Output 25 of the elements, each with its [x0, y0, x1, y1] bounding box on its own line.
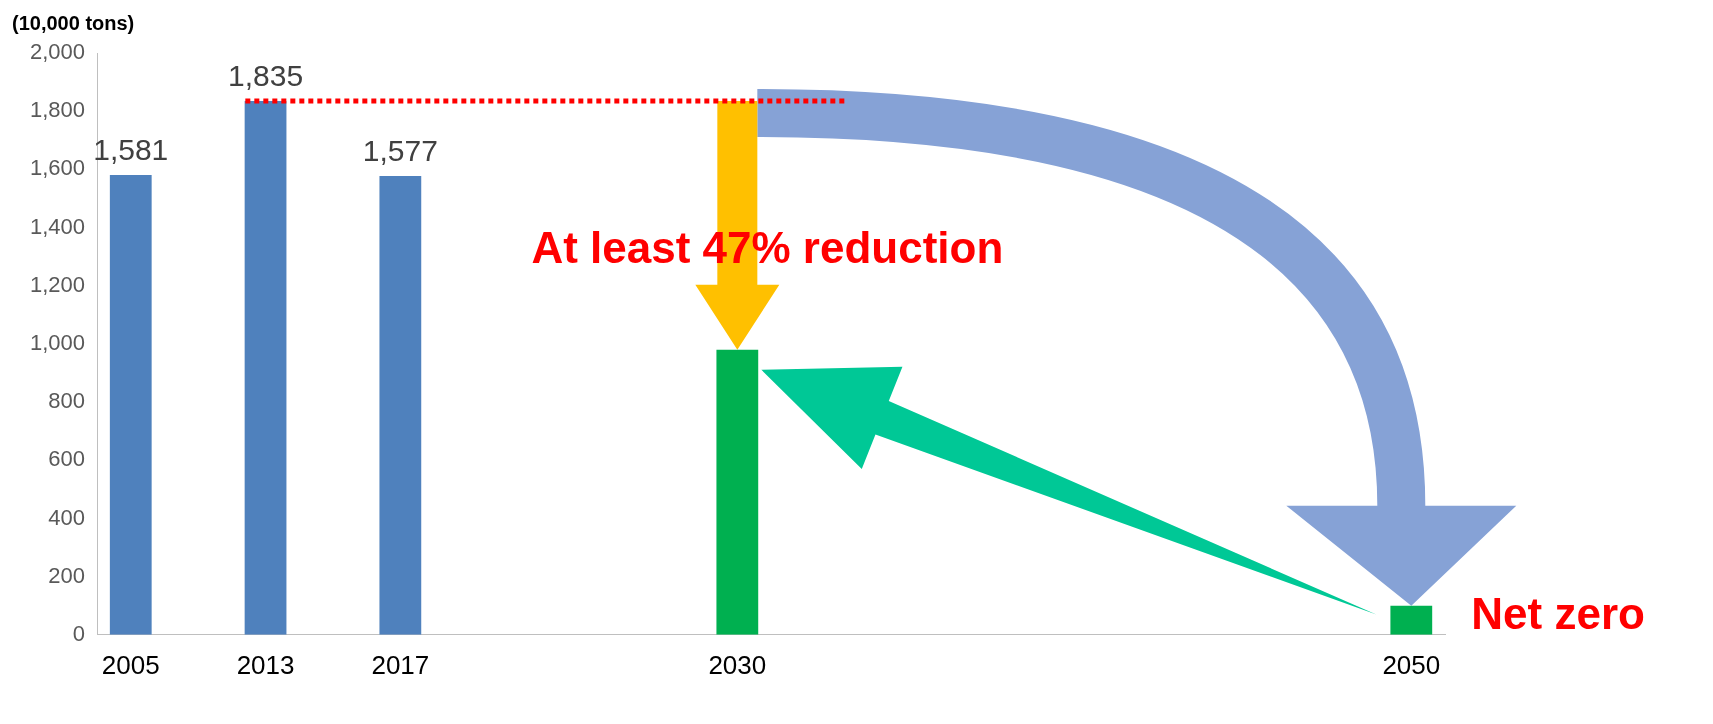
- bar: [1390, 605, 1433, 635]
- bar: [109, 174, 152, 635]
- y-tick-label: 1,600: [29, 155, 86, 181]
- data-label: 1,835: [228, 59, 304, 93]
- y-tick-label: 1,800: [29, 97, 86, 123]
- bar: [379, 176, 422, 635]
- y-tick-label: 0: [72, 620, 86, 646]
- y-tick-label: 1,200: [29, 271, 86, 297]
- y-tick-label: 400: [48, 504, 86, 530]
- y-tick-label: 2,000: [29, 39, 86, 65]
- bar: [244, 101, 287, 635]
- y-tick-label: 1,400: [29, 213, 86, 239]
- y-axis-title: (10,000 tons): [12, 11, 135, 34]
- y-tick-label: 800: [48, 388, 86, 414]
- data-label: 1,577: [362, 134, 438, 168]
- y-tick-label: 1,000: [29, 329, 86, 355]
- y-tick-label: 200: [48, 562, 86, 588]
- x-tick-label: 2017: [371, 649, 430, 680]
- text: Net zero: [1471, 588, 1645, 638]
- y-tick-label: 600: [48, 446, 86, 472]
- x-tick-label: 2050: [1382, 649, 1441, 680]
- x-tick-label: 2005: [101, 649, 160, 680]
- x-tick-label: 2013: [236, 649, 295, 680]
- x-tick-label: 2030: [708, 649, 767, 680]
- data-label: 1,581: [93, 133, 169, 167]
